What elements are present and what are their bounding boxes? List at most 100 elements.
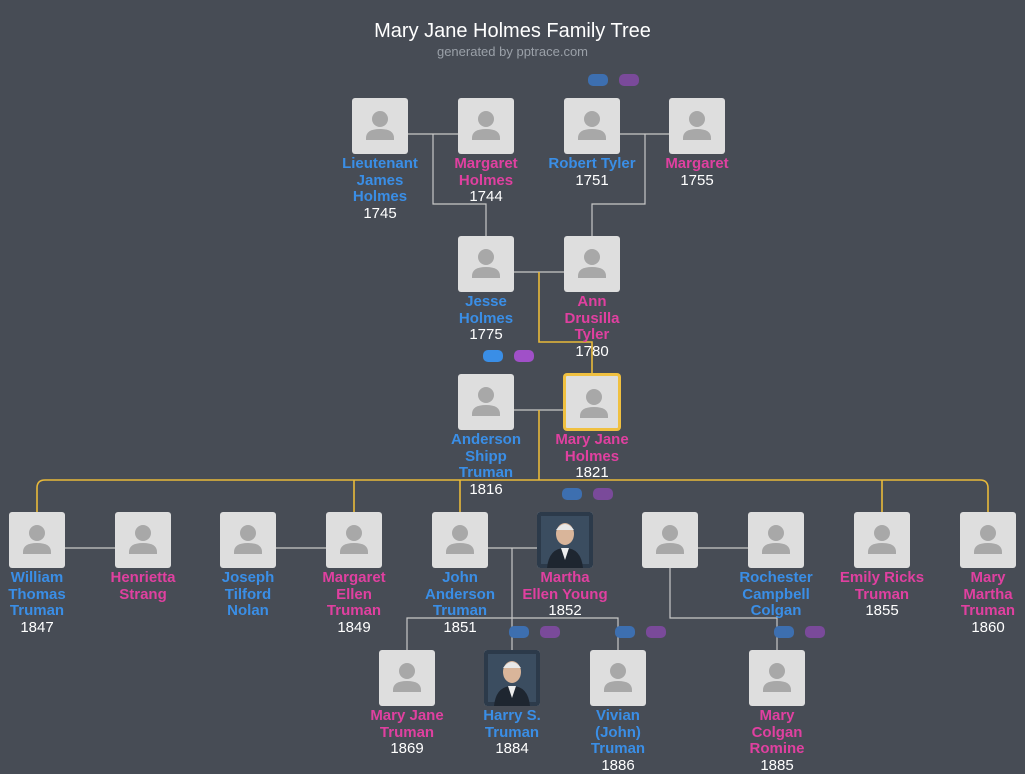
avatar	[340, 525, 368, 554]
person-name: Ann Drusilla Tyler	[564, 293, 620, 343]
person-year: 1780	[575, 342, 609, 360]
person-box[interactable]	[379, 650, 435, 706]
avatar	[763, 663, 791, 692]
person-label: William Thomas Truman 1847	[0, 569, 81, 636]
person-label: Margaret Ellen Truman 1849	[310, 569, 398, 636]
person-name: Mary Jane Truman	[370, 707, 444, 741]
avatar	[393, 663, 421, 692]
person-label: Anderson Shipp Truman 1816	[442, 431, 530, 498]
person-box[interactable]	[9, 512, 65, 568]
person-box[interactable]	[564, 98, 620, 154]
person-year: 1852	[548, 602, 582, 619]
person-box[interactable]	[484, 650, 540, 706]
avatar	[129, 525, 157, 554]
person-box[interactable]	[458, 236, 514, 292]
person-box[interactable]	[590, 650, 646, 706]
person-box[interactable]	[854, 512, 910, 568]
person-label: Ann Drusilla Tyler 1780	[548, 293, 636, 360]
person-name: Mary Jane Holmes	[555, 431, 629, 465]
person-name: Margaret Ellen Truman	[322, 569, 386, 619]
person-label: Vivian (John) Truman 1886	[574, 707, 662, 774]
avatar	[762, 525, 790, 554]
avatar	[366, 111, 394, 140]
person-name: William Thomas Truman	[8, 569, 66, 619]
person-label: Mary Colgan Romine 1885	[733, 707, 821, 774]
person-label: Robert Tyler 1751	[548, 155, 636, 189]
person-year: 1851	[443, 618, 477, 636]
avatar	[683, 111, 711, 140]
person-year: 1885	[760, 756, 794, 774]
person-year: 1755	[680, 171, 714, 189]
person-name: John Anderson Truman	[424, 569, 495, 619]
person-name: Henrietta Strang	[110, 569, 176, 603]
person-box[interactable]	[220, 512, 276, 568]
person-year: 1821	[575, 464, 609, 481]
person-label: Martha Ellen Young 1852	[521, 569, 609, 620]
avatar	[974, 525, 1002, 554]
person-box[interactable]	[115, 512, 171, 568]
person-name: Lieutenant James Holmes	[342, 155, 418, 205]
avatar	[472, 249, 500, 278]
person-year: 1775	[469, 326, 503, 343]
person-year: 1886	[601, 756, 635, 774]
person-label: Jesse Holmes 1775	[442, 293, 530, 344]
person-label: John Anderson Truman 1851	[416, 569, 504, 636]
person-name: Anderson Shipp Truman	[450, 431, 521, 481]
person-name: Emily Ricks Truman	[839, 569, 925, 603]
person-name: Mary Colgan Romine	[749, 707, 805, 757]
person-box[interactable]	[642, 512, 698, 568]
person-label: Margaret 1755	[653, 155, 741, 189]
person-name: Robert Tyler	[548, 155, 636, 172]
person-box[interactable]	[960, 512, 1016, 568]
person-box[interactable]	[748, 512, 804, 568]
person-box[interactable]	[564, 236, 620, 292]
person-name: Joseph Tilford Nolan	[221, 569, 275, 619]
person-label: Harry S. Truman 1884	[468, 707, 556, 758]
person-box[interactable]	[352, 98, 408, 154]
avatar	[472, 111, 500, 140]
person-box[interactable]	[458, 98, 514, 154]
person-box[interactable]	[564, 374, 620, 430]
person-year: 1744	[469, 188, 503, 205]
person-box[interactable]	[669, 98, 725, 154]
person-name: Martha Ellen Young	[522, 569, 608, 603]
person-box[interactable]	[537, 512, 593, 568]
person-label: Rochester Campbell Colgan	[732, 569, 820, 620]
title: Mary Jane Holmes Family Tree	[374, 20, 651, 42]
person-year: 1860	[971, 618, 1005, 636]
person-label: Mary Jane Holmes 1821	[548, 431, 636, 482]
person-name: Rochester Campbell Colgan	[739, 569, 813, 619]
person-year: 1745	[363, 204, 397, 222]
person-box[interactable]	[749, 650, 805, 706]
avatar	[604, 663, 632, 692]
person-label: Margaret Holmes 1744	[442, 155, 530, 206]
subtitle: generated by pptrace.com	[436, 44, 589, 59]
person-name: Vivian (John) Truman	[590, 707, 646, 757]
avatar	[23, 525, 51, 554]
avatar	[656, 525, 684, 554]
person-label: Emily Ricks Truman 1855	[838, 569, 926, 620]
person-year: 1847	[20, 618, 54, 636]
person-box[interactable]	[326, 512, 382, 568]
photo	[484, 650, 540, 706]
avatar	[578, 111, 606, 140]
person-label: Joseph Tilford Nolan	[204, 569, 292, 620]
person-year: 1884	[495, 740, 529, 757]
person-label: Henrietta Strang	[99, 569, 187, 603]
person-year: 1849	[337, 618, 371, 636]
person-label: Mary Jane Truman 1869	[363, 707, 451, 758]
avatar	[446, 525, 474, 554]
avatar	[578, 249, 606, 278]
person-label: Mary Martha Truman 1860	[944, 569, 1025, 636]
person-name: Mary Martha Truman	[960, 569, 1016, 619]
person-box[interactable]	[458, 374, 514, 430]
person-name: Margaret Holmes	[454, 155, 518, 189]
person-year: 1816	[469, 480, 503, 498]
avatar	[868, 525, 896, 554]
person-name: Margaret	[665, 155, 729, 172]
person-box[interactable]	[432, 512, 488, 568]
avatar	[580, 389, 608, 418]
avatar	[234, 525, 262, 554]
